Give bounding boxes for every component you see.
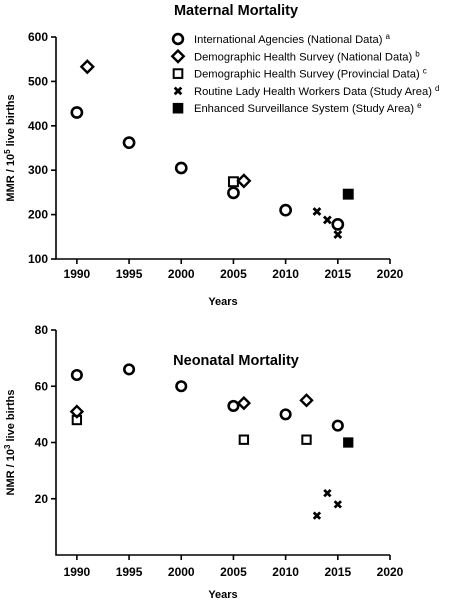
data-point-circle bbox=[279, 203, 293, 217]
data-point-x bbox=[333, 500, 342, 509]
chart-panel-2: Neonatal Mortality 20 40 60 80 1990 1995 2000 20… bbox=[3, 323, 404, 600]
data-point-circle bbox=[331, 419, 344, 432]
x-tick-label: 2020 bbox=[377, 267, 404, 281]
x-tick-label: 1990 bbox=[64, 565, 91, 579]
y-tick-label: 20 bbox=[35, 492, 49, 506]
legend-label: Routine Lady Health Workers Data (Study … bbox=[194, 86, 432, 98]
y-tick-label: 80 bbox=[35, 323, 49, 337]
legend-label: Enhanced Surveillance System (Study Area… bbox=[194, 103, 414, 115]
data-point-square-filled bbox=[343, 437, 354, 448]
x-tick-label: 2010 bbox=[272, 565, 299, 579]
legend-footnote-mark: a bbox=[385, 32, 390, 41]
data-point-x bbox=[323, 488, 332, 498]
legend-marker-square-open bbox=[172, 68, 184, 79]
legend-footnote-mark: b bbox=[415, 49, 420, 58]
data-point-circle bbox=[70, 368, 83, 382]
x-tick-label: 2000 bbox=[168, 565, 195, 579]
data-point-circle bbox=[279, 408, 292, 421]
data-point-circle bbox=[175, 380, 188, 393]
data-point-diamond bbox=[236, 173, 252, 189]
data-point-circle bbox=[123, 363, 136, 376]
legend-marker-x bbox=[173, 86, 183, 96]
data-point-diamond bbox=[236, 395, 252, 411]
y-tick-label: 500 bbox=[28, 74, 48, 88]
legend-footnote-mark: e bbox=[417, 101, 422, 110]
chart-title: Neonatal Mortality bbox=[173, 353, 299, 369]
data-point-diamond bbox=[79, 59, 95, 75]
y-tick-label: 400 bbox=[28, 119, 48, 133]
x-tick-label: 2015 bbox=[324, 267, 351, 281]
data-point-square-open bbox=[301, 434, 312, 445]
y-tick-label: 200 bbox=[28, 208, 48, 222]
data-point-square-open bbox=[238, 434, 250, 445]
x-tick-label: 1995 bbox=[116, 267, 143, 281]
legend-marker-square-filled bbox=[172, 102, 184, 114]
data-point-diamond bbox=[69, 404, 85, 419]
x-tick-label: 1995 bbox=[116, 565, 143, 579]
x-axis-label: Years bbox=[208, 589, 237, 600]
legend-label: Demographic Health Survey (Provincial Da… bbox=[194, 69, 420, 81]
x-tick-label: 2020 bbox=[377, 565, 404, 579]
x-tick-label: 2000 bbox=[168, 267, 195, 281]
legend: International Agencies (National Data) a D… bbox=[170, 32, 439, 115]
x-axis-label: Years bbox=[208, 296, 237, 308]
legend-marker-diamond bbox=[170, 48, 186, 64]
legend-footnote-mark: c bbox=[423, 67, 427, 76]
x-tick-label: 2015 bbox=[324, 565, 351, 579]
data-point-square-open bbox=[71, 414, 83, 426]
y-tick-label: 40 bbox=[35, 436, 49, 450]
data-point-x bbox=[312, 207, 322, 216]
data-point-circle bbox=[174, 161, 188, 175]
x-tick-label: 2005 bbox=[220, 267, 247, 281]
y-axis-label: MMR / 105 live births bbox=[3, 94, 17, 201]
data-point-circle bbox=[227, 399, 240, 412]
data-point-diamond bbox=[299, 393, 314, 408]
y-tick-label: 60 bbox=[35, 379, 49, 393]
y-tick-label: 600 bbox=[28, 30, 48, 44]
data-point-square-filled bbox=[342, 188, 354, 200]
y-tick-label: 100 bbox=[28, 252, 48, 266]
axis-lines bbox=[55, 330, 390, 556]
chart-title: Maternal Mortality bbox=[174, 3, 298, 19]
data-point-circle bbox=[331, 217, 345, 231]
x-tick-label: 2010 bbox=[272, 267, 299, 281]
data-point-circle bbox=[122, 136, 136, 150]
y-tick-label: 300 bbox=[28, 163, 48, 177]
y-axis-label: NMR / 103 live births bbox=[3, 390, 17, 496]
x-tick-label: 2005 bbox=[220, 565, 247, 579]
legend-footnote-mark: d bbox=[435, 84, 439, 93]
legend-label: International Agencies (National Data) bbox=[194, 34, 383, 46]
legend-marker-circle bbox=[171, 32, 185, 46]
data-point-x bbox=[333, 230, 343, 239]
data-point-circle bbox=[227, 186, 240, 200]
chart-panel-1: Maternal Mortality 100 200 300 400 500 600 1990… bbox=[3, 3, 439, 308]
x-tick-label: 1990 bbox=[64, 267, 91, 281]
data-point-x bbox=[322, 215, 332, 225]
data-point-x bbox=[312, 511, 322, 520]
data-point-circle bbox=[70, 106, 84, 119]
data-point-square-open bbox=[227, 176, 239, 188]
legend-label: Demographic Health Survey (National Data… bbox=[194, 51, 413, 63]
